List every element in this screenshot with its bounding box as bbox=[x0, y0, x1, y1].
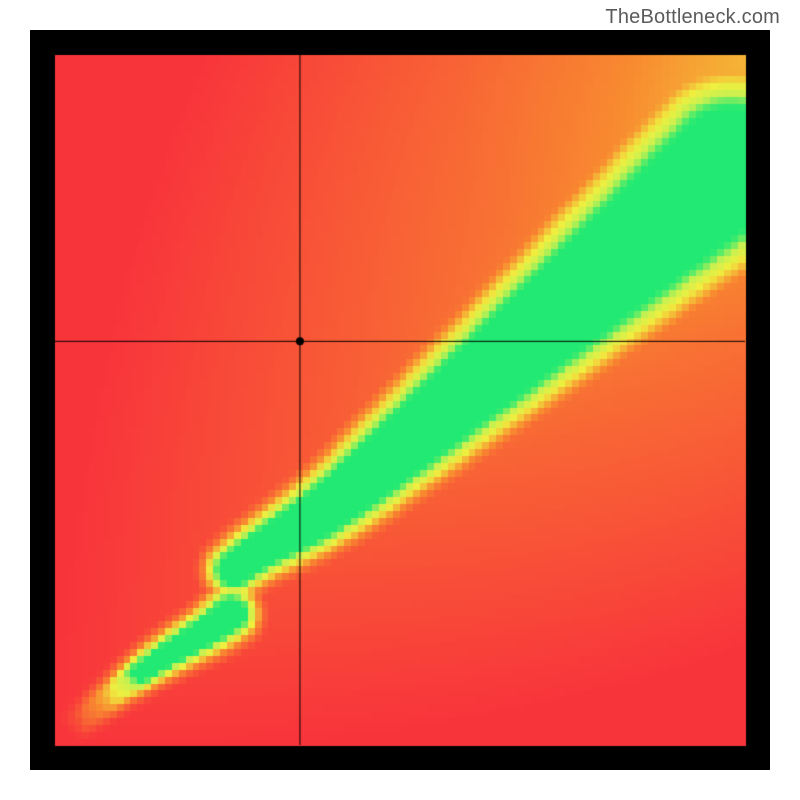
bottleneck-heatmap bbox=[30, 30, 770, 770]
watermark-text: TheBottleneck.com bbox=[605, 6, 780, 29]
chart-container: TheBottleneck.com bbox=[0, 0, 800, 800]
